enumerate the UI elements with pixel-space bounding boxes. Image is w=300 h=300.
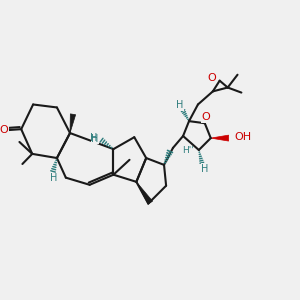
Polygon shape — [70, 114, 76, 133]
Text: O: O — [0, 125, 8, 135]
Polygon shape — [136, 182, 153, 204]
Polygon shape — [211, 135, 229, 141]
Text: H'': H'' — [183, 146, 194, 155]
Text: O: O — [207, 73, 216, 83]
Text: O: O — [201, 112, 210, 122]
Text: H: H — [50, 173, 58, 183]
Text: H: H — [176, 100, 184, 110]
Text: H: H — [91, 134, 98, 144]
Text: H: H — [201, 164, 208, 174]
Text: OH: OH — [234, 132, 251, 142]
Text: H: H — [90, 133, 98, 143]
